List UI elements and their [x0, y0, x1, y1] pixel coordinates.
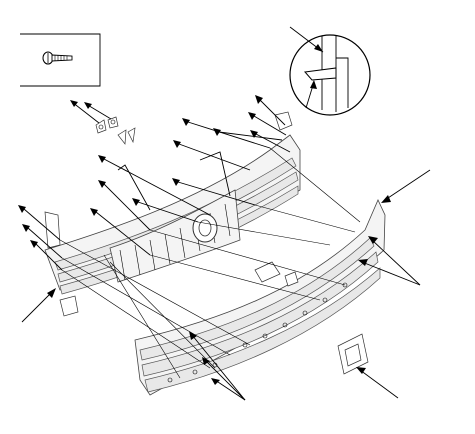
- loose-clip-3: [117, 129, 127, 145]
- bottom-arrow-1: [191, 334, 246, 401]
- leader-lines: [18, 95, 431, 401]
- lower-molding-bar-2: [141, 251, 379, 377]
- detail-clip: [304, 67, 337, 81]
- detail-arrow-head-bottom: [310, 80, 317, 89]
- upper-grille-mesh: [109, 189, 241, 283]
- bottom-arrow-2: [204, 359, 246, 401]
- lower-molding-clip: [254, 261, 281, 283]
- right-arrow-top: [384, 169, 431, 201]
- lower-molding-bar-1: [139, 237, 375, 361]
- screw-inset: [20, 33, 101, 87]
- screw-icon: [42, 51, 73, 65]
- upper-grille-tab-right: [274, 111, 293, 131]
- emblem: [192, 213, 218, 243]
- leader-bracket-2: [117, 164, 151, 211]
- detail-arrow-head-top: [314, 44, 323, 52]
- loose-clip-1: [95, 119, 107, 134]
- bottom-right-arrow: [359, 369, 399, 399]
- loose-clips: [70, 100, 136, 145]
- clip-detail-inset: [289, 26, 371, 116]
- leader-bracket-1: [199, 151, 231, 197]
- upper-grille: [44, 111, 301, 317]
- upper-grille-tab-left: [44, 211, 61, 249]
- bottom-arrow-3: [214, 379, 246, 401]
- loose-clip-2: [107, 116, 119, 129]
- upper-grille-foot: [59, 295, 79, 317]
- right-arrow-pair-2: [361, 261, 421, 286]
- pointer-1: [255, 95, 263, 104]
- right-arrow-pair-1: [371, 239, 421, 286]
- lower-molding-body: [134, 199, 386, 396]
- left-arrow: [21, 291, 53, 323]
- screw-inset-frame: [20, 33, 101, 87]
- loose-clip-4: [127, 127, 136, 144]
